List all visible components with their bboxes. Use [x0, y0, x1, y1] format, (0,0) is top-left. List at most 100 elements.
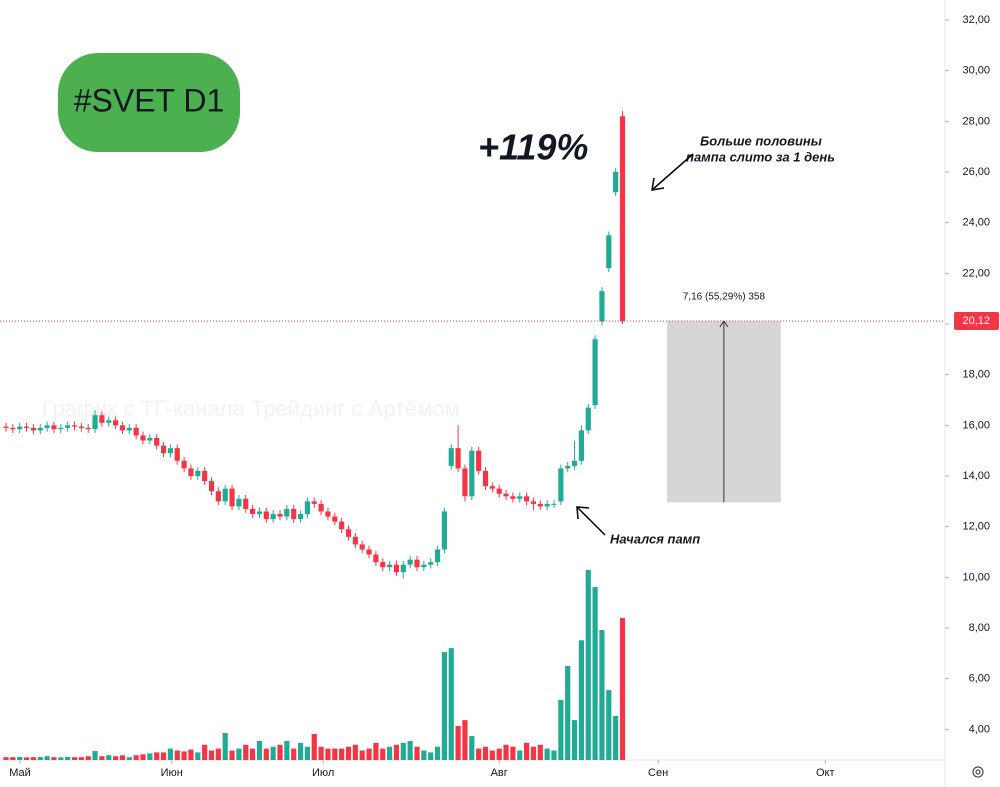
volume-bar: [476, 748, 482, 760]
candle-body: [236, 498, 242, 507]
measure-label: 7,16 (55,29%) 358: [683, 292, 766, 303]
last-price-tag: [954, 311, 999, 330]
volume-bar: [393, 744, 400, 760]
volume-bar: [373, 742, 379, 760]
y-tick-label: 32,00: [962, 14, 990, 26]
candle-body: [544, 503, 550, 507]
candle-body: [565, 465, 571, 469]
candle-body: [17, 426, 23, 430]
candle-body: [421, 564, 427, 568]
candle-body: [592, 339, 598, 406]
volume-bar: [85, 756, 91, 760]
y-tick-label: 12,00: [962, 521, 990, 533]
volume-bar: [318, 746, 324, 760]
candle-body: [571, 460, 578, 466]
y-tick-label: 16,00: [962, 419, 990, 431]
volume-bar: [571, 720, 578, 760]
candle-body: [558, 468, 564, 502]
volume-bar: [524, 742, 530, 760]
candle-body: [133, 427, 139, 436]
volume-bar: [284, 741, 290, 760]
candle-body: [23, 426, 30, 428]
volume-bar: [222, 733, 228, 760]
volume-bar: [71, 757, 78, 760]
candle-body: [345, 529, 352, 537]
volume-bar: [551, 750, 557, 760]
candle-body: [3, 426, 9, 428]
candle-body: [65, 425, 71, 428]
candle-body: [208, 481, 215, 492]
y-tick-label: 24,00: [962, 217, 990, 229]
volume-bar: [434, 746, 441, 760]
volume-bar: [496, 748, 502, 760]
volume-bar: [277, 744, 283, 760]
candle-body: [311, 501, 317, 504]
candle-body: [619, 116, 626, 321]
volume-bar: [599, 630, 605, 760]
x-tick-label: Авг: [491, 767, 508, 779]
watermark: График с ТГ-канала Трейдинг с Артёмом: [42, 396, 460, 421]
candle-body: [441, 511, 448, 550]
arrow: [651, 153, 694, 191]
candle-body: [359, 544, 365, 550]
y-tick-label: 14,00: [962, 470, 990, 482]
candle-body: [476, 450, 482, 471]
volume-bar: [462, 720, 468, 760]
volume-bar: [113, 756, 119, 760]
volume-bar: [325, 748, 331, 760]
volume-bar: [304, 746, 311, 760]
volume-bar: [256, 741, 263, 760]
volume-bar: [414, 746, 420, 760]
candle-body: [160, 445, 167, 454]
candle-body: [277, 514, 283, 517]
volume-bar: [387, 746, 393, 760]
candle-body: [154, 438, 160, 446]
candle-body: [517, 496, 523, 499]
volume-bar: [291, 748, 297, 760]
candle-body: [263, 511, 269, 520]
volume-bar: [482, 746, 489, 760]
candle-body: [256, 511, 263, 515]
candle-body: [482, 470, 489, 487]
volume-bar: [339, 748, 345, 760]
candle-body: [44, 425, 50, 428]
candle-body: [352, 536, 358, 545]
volume-bar: [78, 757, 84, 760]
candle-body: [181, 460, 187, 469]
volume-bar: [441, 652, 448, 760]
candle-body: [510, 496, 516, 499]
candle-body: [85, 427, 91, 430]
volume-bar: [332, 748, 338, 760]
volume-bar: [243, 744, 249, 760]
candle-body: [613, 172, 619, 193]
candle-body: [393, 564, 400, 573]
gain-label: +119%: [478, 127, 588, 168]
candle-body: [284, 508, 290, 517]
candle-body: [106, 420, 112, 423]
volume-bar: [174, 750, 180, 760]
annotation: Больше половины: [700, 133, 822, 148]
volume-bar: [250, 748, 256, 760]
volume-bar: [428, 752, 434, 760]
volume-bar: [3, 757, 9, 760]
volume-bar: [613, 715, 619, 760]
volume-bar: [236, 748, 242, 760]
volume-bar: [407, 741, 413, 760]
volume-bar: [619, 618, 626, 760]
y-tick-label: 30,00: [962, 65, 990, 77]
y-tick-label: 6,00: [969, 673, 990, 685]
candle-body: [400, 564, 406, 573]
candle-body: [37, 427, 43, 431]
candle-body: [195, 470, 201, 477]
candle-body: [71, 425, 78, 427]
candle-body: [92, 415, 98, 430]
volume-bar: [10, 757, 16, 760]
candle-body: [387, 564, 393, 568]
settings-icon[interactable]: [972, 766, 984, 778]
y-tick-label: 18,00: [962, 369, 990, 381]
volume-bar: [469, 736, 475, 760]
candle-body: [578, 430, 585, 461]
volume-bar: [311, 733, 317, 760]
volume-bar: [140, 754, 146, 760]
candle-body: [30, 427, 37, 431]
